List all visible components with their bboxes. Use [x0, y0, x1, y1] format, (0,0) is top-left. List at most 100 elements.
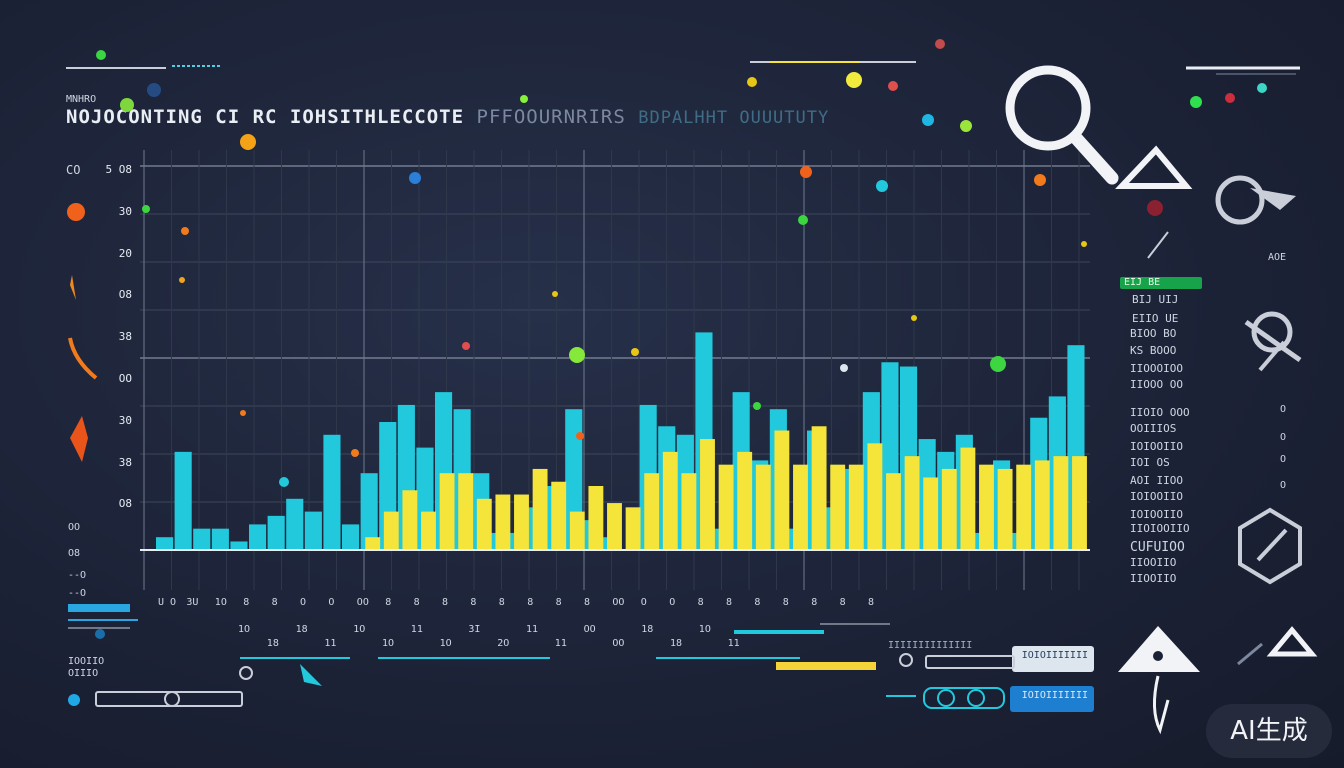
- bar-yellow: [923, 477, 939, 550]
- scatter-dot: [798, 215, 808, 225]
- chart-title: NOJOCONTING CI RC IOHSITHLECCOTE PFFOOUR…: [66, 106, 829, 128]
- side-panel-row: IIOOOIOO: [1130, 362, 1183, 375]
- side-panel-row: IOI OS: [1130, 456, 1170, 469]
- scatter-dot: [240, 410, 246, 416]
- x-tick-label: 1O: [214, 597, 227, 608]
- x-tick-label-row2: 1O: [439, 638, 452, 649]
- x-tick-label: 8: [498, 597, 505, 608]
- x-tick-label-row2: 18: [670, 638, 683, 649]
- pen-line-icon: [1147, 231, 1169, 259]
- side-panel-row: BIJ UIJ: [1132, 293, 1179, 306]
- side-panel-row: EIIO UE: [1132, 312, 1179, 325]
- scatter-dot: [569, 347, 585, 363]
- scatter-dots: [142, 166, 1087, 487]
- bar-yellow: [886, 473, 901, 550]
- bar-yellow: [495, 494, 511, 550]
- bar-yellow: [848, 464, 864, 550]
- bar-cyan: [323, 434, 341, 550]
- bar-yellow: [625, 507, 641, 550]
- bar-yellow: [458, 473, 474, 550]
- x-tick-label-row2: 2O: [497, 638, 510, 649]
- bar-yellow: [811, 426, 827, 550]
- y-tick-label: 20: [118, 246, 132, 260]
- x-tick-label-row2: 11: [727, 638, 740, 649]
- side-panel-row: IOIOOIIO: [1130, 490, 1183, 503]
- side-panel-row: IOIOOIIO: [1130, 508, 1183, 521]
- left-decorations: [67, 203, 98, 462]
- scatter-dot: [1081, 241, 1087, 247]
- bar-yellow: [439, 473, 455, 550]
- x-tick-label: 8: [782, 597, 789, 608]
- yellow-series: [365, 426, 1087, 550]
- x-tick-label-row2: 11: [410, 624, 423, 635]
- x-tick-label: U O: [158, 597, 177, 608]
- x-tick-label: 8: [839, 597, 846, 608]
- header-small-label: MNHRO: [66, 94, 97, 105]
- scatter-dot: [911, 315, 917, 321]
- side-panel-row: IOIOOIIO: [1130, 440, 1183, 453]
- bar-chart: [140, 150, 1090, 590]
- pill-light[interactable]: IOIOIIIIIII: [1012, 646, 1094, 672]
- x-tick-label: 8: [584, 597, 591, 608]
- x-tick-label: OO: [612, 597, 625, 608]
- x-tick-label: 8: [697, 597, 704, 608]
- side-panel-row: CUFUIOO: [1130, 540, 1185, 555]
- x-tick-label-row2: OO: [583, 624, 596, 635]
- bar-yellow: [700, 439, 715, 550]
- bottom-decorations: [68, 604, 890, 707]
- scatter-dot: [1034, 174, 1046, 186]
- bar-yellow: [607, 503, 622, 550]
- bar-cyan: [342, 524, 360, 550]
- bar-yellow: [960, 447, 976, 550]
- alert-triangle-icon: [1118, 626, 1200, 735]
- bar-yellow: [979, 464, 994, 550]
- scatter-dot: [576, 432, 584, 440]
- bar-cyan: [304, 511, 322, 550]
- bar-yellow: [1016, 464, 1032, 550]
- bar-yellow: [681, 473, 697, 550]
- tools-icon: [1244, 311, 1302, 372]
- slash-icon: [1237, 642, 1263, 666]
- side-panel-row: IIOOIIO: [1130, 572, 1177, 585]
- red-dot-icon: [1147, 200, 1163, 216]
- x-tick-label: 8: [470, 597, 477, 608]
- title-dim: BDPALHHT OUUUTUTY: [638, 108, 830, 128]
- bar-cyan: [230, 541, 248, 550]
- x-tick-label-row2: 1O: [238, 624, 251, 635]
- meter-label: IIIIIIIIIIIIII: [888, 640, 973, 651]
- bar-yellow: [476, 498, 492, 550]
- x-tick-label: 8: [385, 597, 392, 608]
- meter-decorations: [886, 653, 1015, 709]
- pill-blue[interactable]: IOIOIIIIIII: [1010, 686, 1094, 712]
- bar-cyan: [360, 473, 378, 550]
- bar-yellow: [718, 464, 734, 550]
- side-panel-row: IIOOIIO: [1130, 556, 1177, 569]
- bar-yellow: [997, 468, 1013, 550]
- side-panel-row: OOIIIOS: [1130, 422, 1177, 435]
- x-tick-label-row2: 1O: [698, 624, 711, 635]
- left-label-4: --O: [68, 588, 87, 599]
- right-small-label: O: [1280, 432, 1287, 443]
- x-tick-label: 8: [868, 597, 875, 608]
- bar-yellow: [662, 451, 678, 550]
- left-label-1: OO: [68, 522, 81, 533]
- bar-yellow: [737, 451, 753, 550]
- side-panel-row: KS BOOO: [1130, 344, 1177, 357]
- bar-yellow: [1053, 456, 1069, 550]
- bar-yellow: [755, 464, 771, 550]
- x-tick-label: 8: [555, 597, 562, 608]
- y-tick-label: OO: [118, 372, 132, 385]
- title-secondary: PFFOOURNRIRS: [476, 106, 626, 128]
- y-tick-label: 30: [118, 413, 132, 427]
- x-tick-label: OO: [356, 597, 369, 608]
- x-tick-label: 8: [527, 597, 534, 608]
- x-tick-label: 8: [754, 597, 761, 608]
- ai-generated-badge: AI生成: [1206, 704, 1332, 758]
- y-tick-label: O8: [118, 288, 132, 302]
- small-triangle-icon: [1266, 626, 1318, 657]
- scatter-dot: [631, 348, 639, 356]
- x-tick-label-row2: 1O: [382, 638, 395, 649]
- scatter-dot: [990, 356, 1006, 372]
- bar-yellow: [532, 468, 548, 550]
